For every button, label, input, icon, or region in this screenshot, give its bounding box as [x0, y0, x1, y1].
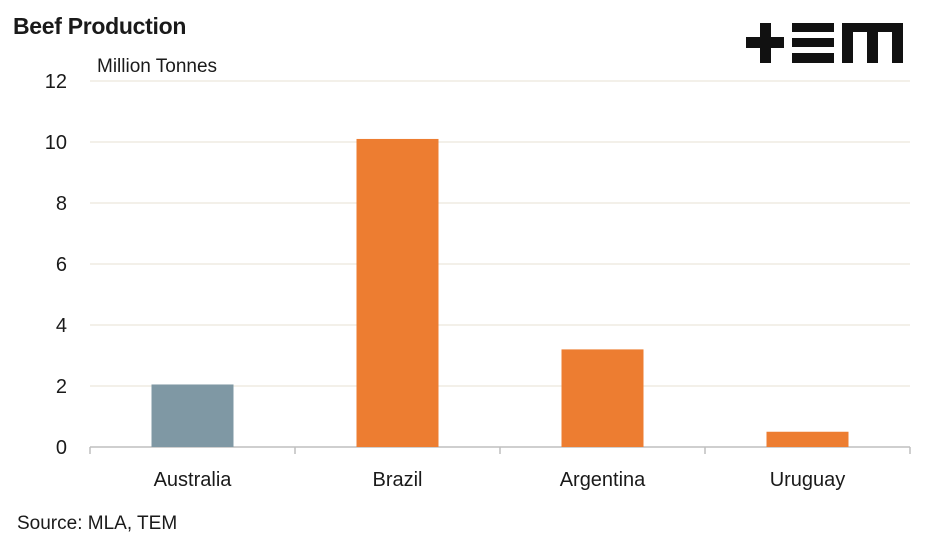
- tem-logo: [746, 23, 903, 63]
- x-tick-label: Australia: [154, 469, 233, 491]
- y-tick-label: 8: [56, 193, 67, 215]
- y-tick-label: 0: [56, 437, 67, 459]
- y-tick-label: 2: [56, 376, 67, 398]
- y-tick-label: 6: [56, 254, 67, 276]
- y-tick-label: 12: [45, 71, 67, 93]
- x-tick-label: Uruguay: [770, 469, 846, 491]
- chart-title: Beef Production: [13, 13, 187, 39]
- x-tick-label: Argentina: [560, 469, 646, 491]
- bar-brazil: [356, 138, 439, 447]
- bar-argentina: [561, 349, 644, 447]
- source-note: Source: MLA, TEM: [17, 513, 178, 534]
- y-tick-label: 4: [56, 315, 67, 337]
- x-tick-label: Brazil: [372, 469, 422, 491]
- bar-australia: [151, 384, 234, 447]
- y-axis-label: Million Tonnes: [97, 56, 218, 77]
- bar-uruguay: [766, 431, 849, 447]
- y-tick-label: 10: [45, 132, 67, 154]
